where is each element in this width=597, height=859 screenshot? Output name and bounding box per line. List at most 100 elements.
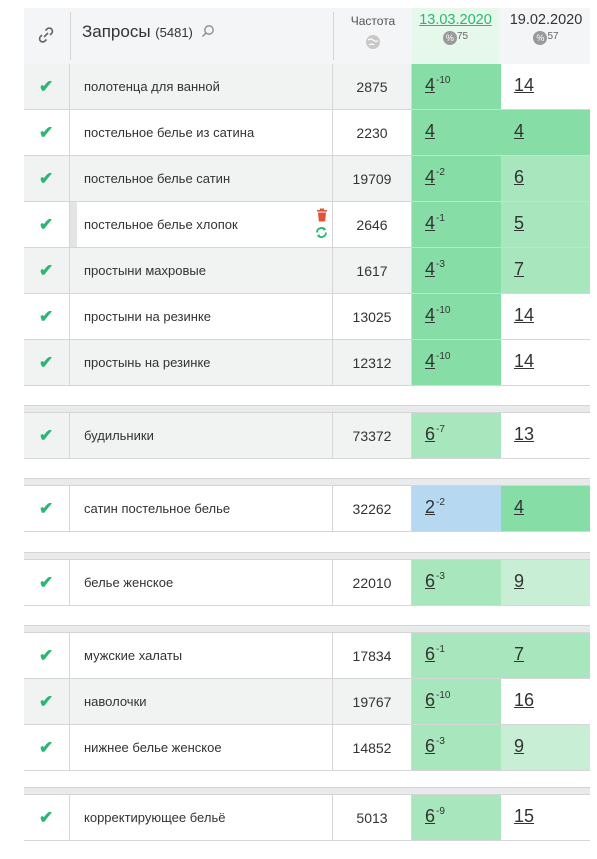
queries-count: (5481)	[155, 25, 193, 40]
check-icon[interactable]: ✔	[39, 215, 54, 234]
position-link-2[interactable]: 7	[514, 259, 525, 279]
check-icon[interactable]: ✔	[39, 261, 54, 280]
table-row[interactable]: ✔ простыни махровые 1617 4-3 7	[24, 248, 590, 294]
frequency-value: 2230	[333, 110, 412, 155]
position-link-2[interactable]: 15	[514, 806, 535, 826]
table-row[interactable]: ✔ постельное белье сатин 19709 4-2 6	[24, 156, 590, 202]
query-text[interactable]: полотенца для ванной	[84, 79, 220, 94]
position-link-2[interactable]: 14	[514, 351, 535, 371]
check-icon[interactable]: ✔	[39, 808, 54, 827]
position-link-1[interactable]: 2-2	[425, 497, 445, 518]
frequency-value: 22010	[333, 560, 412, 605]
position-link-1[interactable]: 4-10	[425, 75, 450, 96]
position-link-2[interactable]: 14	[514, 75, 535, 95]
check-icon[interactable]: ✔	[39, 353, 54, 372]
position-link-2[interactable]: 6	[514, 167, 525, 187]
check-icon[interactable]: ✔	[39, 573, 54, 592]
position-link-1[interactable]: 6-7	[425, 424, 445, 445]
frequency-value: 17834	[333, 633, 412, 678]
position-link-2[interactable]: 5	[514, 213, 525, 233]
query-text[interactable]: нижнее белье женское	[84, 740, 222, 755]
link-column-header[interactable]	[24, 8, 70, 64]
query-text[interactable]: постельное белье хлопок	[84, 217, 238, 232]
query-text[interactable]: простынь на резинке	[84, 355, 211, 370]
link-icon[interactable]	[37, 26, 55, 44]
position-link-2[interactable]: 4	[514, 121, 525, 141]
position-cell-1: 4-10	[412, 340, 501, 385]
date-label-2[interactable]: 19.02.2020	[509, 12, 583, 28]
search-icon[interactable]	[201, 24, 215, 38]
query-text[interactable]: постельное белье сатин	[84, 171, 231, 186]
date-column-header-1[interactable]: 13.03.2020 % 75	[412, 8, 499, 64]
trash-icon[interactable]	[316, 208, 328, 222]
position-cell-2: 6	[501, 156, 590, 201]
refresh-icon[interactable]	[315, 226, 328, 239]
frequency-header[interactable]: Частота	[333, 8, 413, 64]
check-icon[interactable]: ✔	[39, 77, 54, 96]
table-row[interactable]: ✔ наволочки 19767 6-10 16	[24, 679, 590, 725]
query-text[interactable]: белье женское	[84, 575, 174, 590]
query-text[interactable]: простыни махровые	[84, 263, 206, 278]
position-delta: -1	[436, 644, 445, 655]
position-link-2[interactable]: 9	[514, 736, 525, 756]
date-column-header-2[interactable]: 19.02.2020 % 57	[500, 8, 592, 64]
table-row[interactable]: ✔ будильники 73372 6-7 13	[24, 413, 590, 459]
check-icon[interactable]: ✔	[39, 169, 54, 188]
position-link-1[interactable]: 4-3	[425, 259, 445, 280]
query-text[interactable]: наволочки	[84, 694, 147, 709]
queries-title: Запросы	[82, 22, 151, 41]
position-cell-2: 7	[501, 248, 590, 293]
table-row[interactable]: ✔ мужские халаты 17834 6-1 7	[24, 633, 590, 679]
position-link-2[interactable]: 4	[514, 497, 525, 517]
check-icon[interactable]: ✔	[39, 426, 54, 445]
position-link-1[interactable]: 6-3	[425, 736, 445, 757]
table-row[interactable]: ✔ полотенца для ванной 2875 4-10 14	[24, 64, 590, 110]
check-icon[interactable]: ✔	[39, 123, 54, 142]
position-link-1[interactable]: 4-10	[425, 305, 450, 326]
table-row[interactable]: ✔ белье женское 22010 6-3 9	[24, 560, 590, 606]
position-link-2[interactable]: 14	[514, 305, 535, 325]
frequency-value: 14852	[333, 725, 412, 770]
table-row[interactable]: ✔ простыни на резинке 13025 4-10 14	[24, 294, 590, 340]
query-text[interactable]: простыни на резинке	[84, 309, 212, 324]
group-separator	[24, 478, 590, 486]
check-icon[interactable]: ✔	[39, 692, 54, 711]
position-link-1[interactable]: 4	[425, 121, 435, 142]
table-row[interactable]: ✔ постельное белье хлопок 2646 4-1 5	[24, 202, 590, 248]
position-link-1[interactable]: 4-10	[425, 351, 450, 372]
position-link-1[interactable]: 6-10	[425, 690, 450, 711]
check-icon[interactable]: ✔	[39, 646, 54, 665]
frequency-value: 2875	[333, 64, 412, 109]
query-text[interactable]: сатин постельное белье	[84, 501, 231, 516]
position-link-1[interactable]: 6-9	[425, 806, 445, 827]
table-row[interactable]: ✔ простынь на резинке 12312 4-10 14	[24, 340, 590, 386]
table-row[interactable]: ✔ нижнее белье женское 14852 6-3 9	[24, 725, 590, 771]
check-icon[interactable]: ✔	[39, 499, 54, 518]
position-delta: -7	[436, 424, 445, 435]
position-link-2[interactable]: 16	[514, 690, 535, 710]
query-text[interactable]: корректирующее бельё	[84, 810, 226, 825]
position-delta: -1	[436, 213, 445, 224]
group-separator	[24, 552, 590, 560]
position-value: 6	[425, 736, 436, 756]
position-link-1[interactable]: 6-1	[425, 644, 445, 665]
position-cell-1: 6-10	[412, 679, 501, 724]
table-row[interactable]: ✔ сатин постельное белье 32262 2-2 4	[24, 486, 590, 532]
position-cell-2: 4	[501, 486, 590, 531]
globe-icon	[366, 35, 380, 49]
position-link-1[interactable]: 4-2	[425, 167, 445, 188]
table-row[interactable]: ✔ постельное белье из сатина 2230 4 4	[24, 110, 590, 156]
position-link-2[interactable]: 7	[514, 644, 525, 664]
position-link-2[interactable]: 9	[514, 571, 525, 591]
date-link-1[interactable]: 13.03.2020	[419, 12, 492, 28]
check-icon[interactable]: ✔	[39, 738, 54, 757]
position-link-1[interactable]: 4-1	[425, 213, 445, 234]
check-icon[interactable]: ✔	[39, 307, 54, 326]
query-text[interactable]: постельное белье из сатина	[84, 125, 255, 140]
query-text[interactable]: мужские халаты	[84, 648, 183, 663]
query-text[interactable]: будильники	[84, 428, 154, 443]
queries-header[interactable]: Запросы (5481)	[82, 22, 215, 42]
position-link-1[interactable]: 6-3	[425, 571, 445, 592]
table-row[interactable]: ✔ корректирующее бельё 5013 6-9 15	[24, 795, 590, 841]
position-link-2[interactable]: 13	[514, 424, 535, 444]
